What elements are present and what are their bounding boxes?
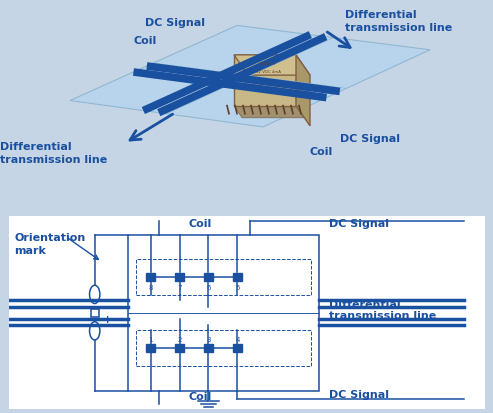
- Bar: [176, 273, 184, 282]
- Bar: [128, 235, 319, 391]
- Bar: [233, 273, 242, 282]
- Bar: [91, 309, 99, 317]
- FancyBboxPatch shape: [5, 213, 489, 413]
- Ellipse shape: [90, 285, 100, 304]
- Ellipse shape: [90, 322, 100, 340]
- Text: 2: 2: [177, 336, 182, 342]
- Text: 3: 3: [206, 336, 211, 342]
- Text: -: -: [103, 302, 107, 312]
- Bar: [204, 273, 212, 282]
- Text: 5: 5: [235, 285, 240, 290]
- Bar: [136, 330, 311, 366]
- Bar: [233, 344, 242, 352]
- Bar: [136, 259, 311, 296]
- Text: 1: 1: [148, 336, 153, 342]
- Text: G6K-2F-Y: G6K-2F-Y: [259, 62, 277, 66]
- Polygon shape: [70, 26, 430, 128]
- Text: Orientation: Orientation: [14, 232, 85, 242]
- Text: transmission line: transmission line: [0, 155, 107, 165]
- Polygon shape: [234, 56, 310, 76]
- Bar: [204, 344, 212, 352]
- Text: Coil: Coil: [189, 391, 212, 401]
- Text: 7: 7: [177, 285, 182, 290]
- Text: transmission line: transmission line: [329, 310, 437, 320]
- Text: 12 VDC 4mA: 12 VDC 4mA: [255, 70, 281, 74]
- Polygon shape: [234, 56, 296, 106]
- Polygon shape: [234, 106, 304, 119]
- Text: Differential: Differential: [0, 142, 71, 152]
- Text: transmission line: transmission line: [345, 23, 452, 33]
- Text: Coil: Coil: [134, 36, 157, 45]
- Text: DC Signal: DC Signal: [145, 18, 205, 28]
- Text: +: +: [103, 314, 112, 324]
- Text: DC Signal: DC Signal: [329, 219, 389, 229]
- Text: Coil: Coil: [310, 147, 333, 157]
- Text: 6: 6: [206, 285, 211, 290]
- Text: Differential: Differential: [329, 300, 401, 310]
- Text: DC Signal: DC Signal: [340, 134, 400, 144]
- Polygon shape: [296, 56, 310, 127]
- Bar: [146, 273, 155, 282]
- Text: 4: 4: [235, 336, 240, 342]
- Text: Differential: Differential: [345, 10, 417, 20]
- Text: mark: mark: [14, 245, 46, 255]
- Text: DC Signal: DC Signal: [329, 389, 389, 399]
- Text: 8: 8: [148, 285, 153, 290]
- Bar: [176, 344, 184, 352]
- Bar: [146, 344, 155, 352]
- Text: Coil: Coil: [189, 219, 212, 229]
